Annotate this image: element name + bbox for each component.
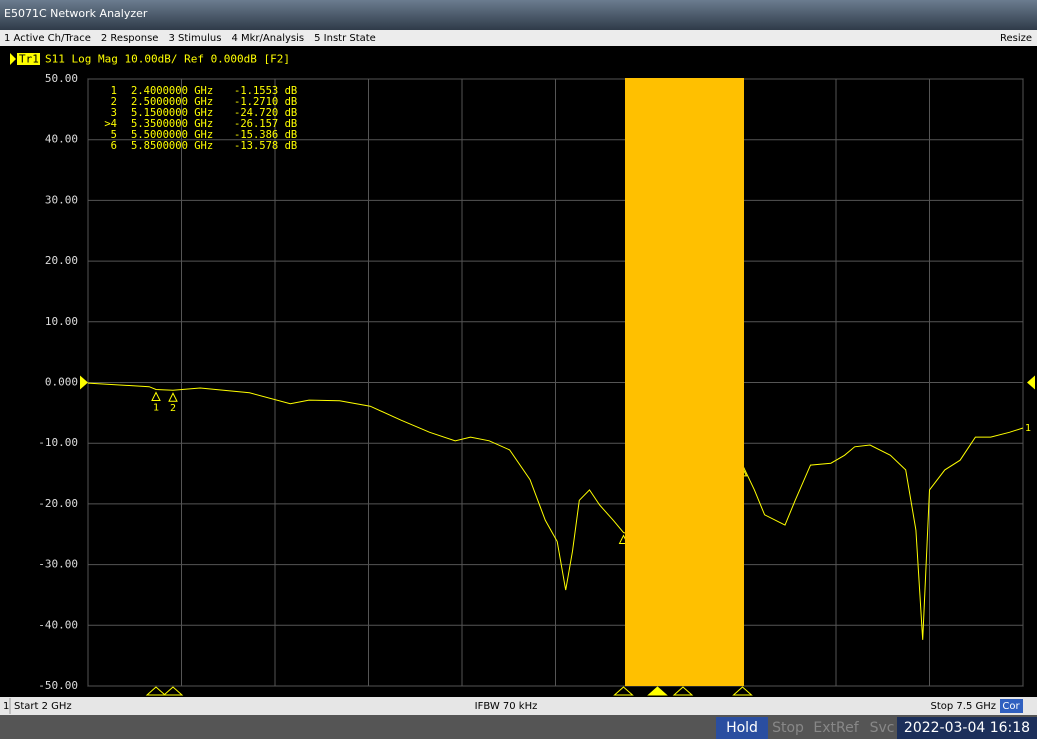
marker-axis-triangle xyxy=(613,686,634,696)
correction-badge xyxy=(1000,699,1023,713)
marker-axis-triangle xyxy=(732,686,753,696)
menu-item[interactable]: 1 Active Ch/Trace xyxy=(4,33,91,44)
y-tick-label: 10.00 xyxy=(45,315,78,328)
resize-button[interactable]: Resize xyxy=(1000,33,1032,44)
channel-number: 1 xyxy=(3,701,9,712)
marker-triangle xyxy=(168,392,178,402)
hold-badge xyxy=(716,717,768,739)
marker-frequency: 5.8500000 GHz xyxy=(131,140,213,152)
marker-frequency: 5.5000000 GHz xyxy=(131,129,213,141)
marker-value: -13.578 dB xyxy=(234,140,297,152)
hold-status: Hold xyxy=(726,720,758,736)
trace-end-label: 1 xyxy=(1025,423,1031,434)
y-tick-label: 30.00 xyxy=(45,193,78,206)
y-tick-label: 50.00 xyxy=(45,72,78,85)
marker-value: -1.2710 dB xyxy=(234,96,297,108)
title-bar xyxy=(0,0,1037,30)
trace xyxy=(87,382,1024,640)
y-tick-label: -10.00 xyxy=(38,436,78,449)
marker-value: -26.157 dB xyxy=(234,118,297,130)
stop-status: Stop xyxy=(772,720,804,736)
status-bar xyxy=(0,697,1037,715)
ifbw: IFBW 70 kHz xyxy=(475,701,538,712)
menu-item[interactable]: 3 Stimulus xyxy=(168,33,221,44)
trace-header: S11 Log Mag 10.00dB/ Ref 0.000dB [F2] xyxy=(45,53,290,66)
extref-status: ExtRef xyxy=(813,720,859,736)
trace-badge xyxy=(17,53,40,65)
datetime: 2022-03-04 16:18 xyxy=(904,720,1030,736)
y-tick-label: -30.00 xyxy=(38,558,78,571)
window-title: E5071C Network Analyzer xyxy=(4,7,148,20)
y-tick-label: 0.000 xyxy=(45,376,78,389)
menu-item[interactable]: 4 Mkr/Analysis xyxy=(231,33,304,44)
y-tick-label: -50.00 xyxy=(38,679,78,692)
marker-frequency: 5.3500000 GHz xyxy=(131,118,213,130)
marker-name: >4 xyxy=(104,118,117,130)
marker-frequency: 5.1500000 GHz xyxy=(131,107,213,119)
active-trace-arrow xyxy=(10,53,16,65)
marker-name: 2 xyxy=(111,96,117,108)
menu-bar xyxy=(0,30,1037,46)
svc-status: Svc xyxy=(870,720,895,736)
redaction-overlay xyxy=(625,78,744,686)
marker-value: -15.386 dB xyxy=(234,129,297,141)
marker-value: -1.1553 dB xyxy=(234,85,297,97)
menu-item[interactable]: 5 Instr State xyxy=(314,33,376,44)
trace-label: Tr1 xyxy=(19,53,39,66)
marker-axis-triangle xyxy=(672,686,694,696)
stop-frequency: Stop 7.5 GHz xyxy=(930,701,996,712)
marker-name: 5 xyxy=(111,129,117,141)
y-tick-label: -40.00 xyxy=(38,618,78,631)
marker-frequency: 2.4000000 GHz xyxy=(131,85,213,97)
marker-triangle xyxy=(151,391,161,402)
marker-value: -24.720 dB xyxy=(234,107,297,119)
start-frequency: Start 2 GHz xyxy=(14,701,72,712)
reference-arrow xyxy=(1027,375,1035,390)
marker-axis-triangle xyxy=(145,686,167,696)
marker-name: 6 xyxy=(111,140,117,152)
y-tick-label: -20.00 xyxy=(38,497,78,510)
marker-trace-label: 1 xyxy=(153,403,159,414)
y-tick-label: 40.00 xyxy=(45,133,78,146)
correction-label: Cor xyxy=(1002,701,1020,712)
y-tick-label: 20.00 xyxy=(45,254,78,267)
marker-axis-triangle xyxy=(647,686,668,696)
menu-item[interactable]: 2 Response xyxy=(101,33,159,44)
bottom-bar xyxy=(0,715,1037,739)
marker-trace-label: 2 xyxy=(170,403,176,414)
reference-arrow xyxy=(80,375,88,390)
marker-name: 1 xyxy=(111,85,117,97)
marker-name: 3 xyxy=(111,107,117,119)
marker-axis-triangle xyxy=(162,686,184,696)
marker-frequency: 2.5000000 GHz xyxy=(131,96,213,108)
datetime-badge xyxy=(897,717,1037,739)
